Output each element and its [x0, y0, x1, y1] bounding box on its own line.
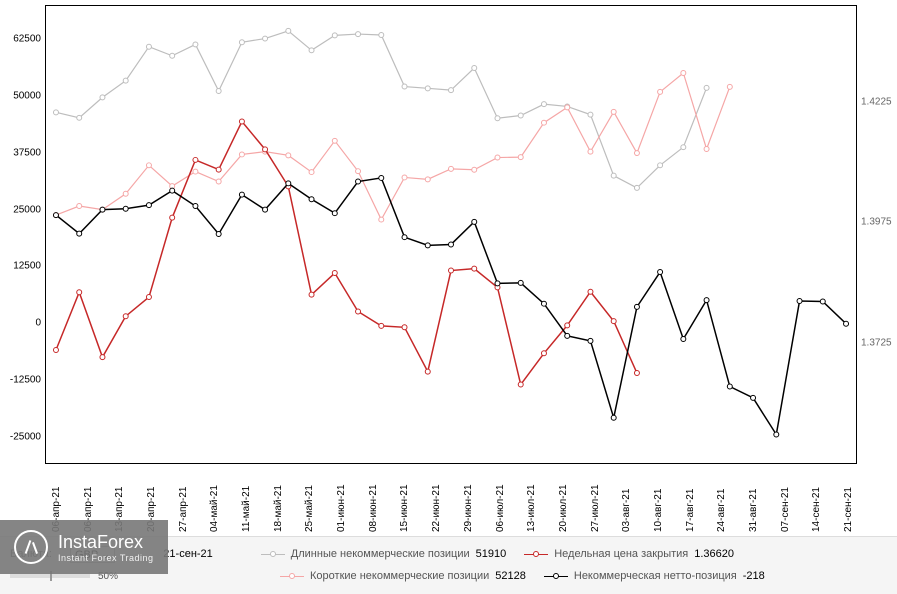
legend-net-label: Некоммерческая нетто-позиция: [574, 570, 737, 582]
line-sample-icon: [280, 576, 304, 577]
legend-item-weekly: Недельная цена закрытия 1.36620: [524, 548, 734, 560]
zoom-slider[interactable]: [10, 574, 90, 578]
legend-net-value: -218: [743, 570, 765, 582]
slider-row: 50%: [10, 571, 118, 582]
line-sample-icon: [544, 576, 568, 577]
legend-date: 21-сен-21: [163, 548, 213, 560]
legend-item-long: Длинные некоммерческие позиции 51910: [261, 548, 506, 560]
currency-label: Валюта:: [10, 548, 52, 560]
legend-bar: Валюта: GBP ⌄ 21-сен-21 Длинные некоммер…: [0, 536, 897, 594]
chevron-down-icon: ⌄: [101, 549, 110, 561]
line-sample-icon: [261, 554, 285, 555]
y-axis-left: -25000-1250001250025000375005000062500: [0, 5, 45, 464]
legend-short-value: 52128: [495, 570, 526, 582]
legend-short-label: Короткие некоммерческие позиции: [310, 570, 489, 582]
line-sample-icon: [524, 554, 548, 555]
slider-value: 50%: [98, 571, 118, 582]
y-axis-right: 1.37251.39751.4225: [857, 5, 897, 464]
legend-row-2: 50% Короткие некоммерческие позиции 5212…: [10, 565, 887, 587]
legend-item-net: Некоммерческая нетто-позиция -218: [544, 570, 765, 582]
legend-long-value: 51910: [476, 548, 507, 560]
legend-row-1: Валюта: GBP ⌄ 21-сен-21 Длинные некоммер…: [10, 543, 887, 565]
chart-svg: [46, 6, 856, 463]
x-axis: 06-апр-2106-апр-2113-апр-2120-апр-2127-а…: [45, 464, 857, 536]
legend-weekly-value: 1.36620: [694, 548, 734, 560]
chart-area: [45, 5, 857, 464]
legend-item-short: Короткие некоммерческие позиции 52128: [280, 570, 526, 582]
legend-long-label: Длинные некоммерческие позиции: [291, 548, 470, 560]
legend-weekly-label: Недельная цена закрытия: [554, 548, 688, 560]
currency-select[interactable]: GBP ⌄: [70, 546, 115, 563]
